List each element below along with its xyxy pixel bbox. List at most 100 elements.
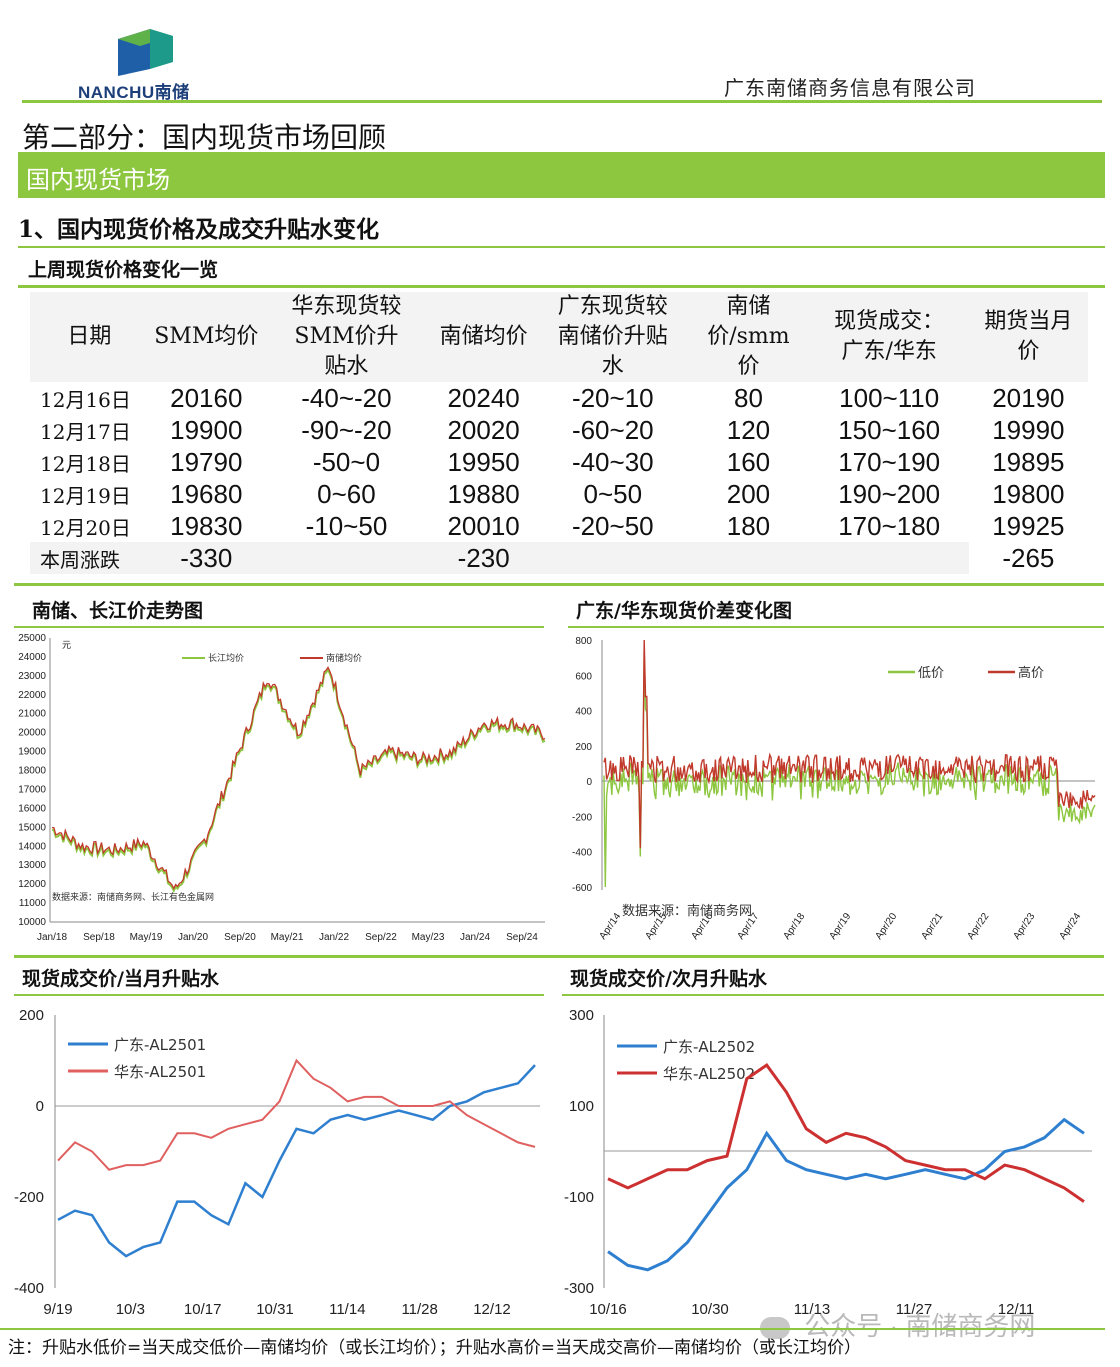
x-tick-label: 11/14 [329,1301,365,1318]
table-row: 12月16日 20160 -40~-20 20240 -20~10 80 100… [30,382,1088,414]
th-futures: 期货当月价 [984,309,1073,364]
cell: -20~50 [571,510,654,541]
cell: 20160 [170,382,243,413]
company-name: 广东南储商务信息有限公司 [724,78,976,100]
x-tick-label: May/21 [271,932,304,943]
th-smm: SMM均价 [154,324,259,349]
y-tick-label: 13000 [18,860,46,871]
watermark-text: 公众号 · 南储商务网 [804,1311,1036,1341]
y-tick-label: 25000 [18,633,46,644]
y-tick-label: 100 [569,1098,594,1115]
x-tick-label: May/23 [412,932,445,943]
chart4-title: 现货成交价/次月升贴水 [570,968,767,990]
cell: 160 [726,446,771,477]
cell-date: 12月20日 [40,515,131,540]
chart2-legend-low: 低价 [918,666,944,681]
chart3-title-rule [14,994,544,996]
cell-date: 12月19日 [40,483,131,508]
chart2-spread: 800 600 400 200 0 -200 -400 -600 低价 高价 数据来源：南储商… [572,636,1096,942]
cell: -40~-20 [301,382,392,413]
section-subtitle: 1、国内现货价格及成交升贴水变化 [18,216,380,243]
table-caption: 上周现货价格变化一览 [28,259,219,281]
cell: 20010 [447,510,520,541]
chart3-series-huadong [57,1058,536,1171]
chart-row-rule [14,955,1104,958]
y-tick-label: 17000 [18,784,46,795]
x-tick-label: Apr/14 [597,911,623,942]
cell: 20020 [447,414,520,445]
chart4-title-rule [562,994,1104,996]
logo: NANCHU南储 [78,14,218,102]
chart4-legend-guangdong: 广东-AL2502 [663,1038,755,1056]
chart1-legend-changjiang: 长江均价 [208,652,244,664]
x-tick-label: Sep/24 [506,932,538,943]
cell: -90~-20 [301,414,392,445]
header-rule [22,100,1102,103]
y-tick-label: 24000 [18,652,46,663]
y-tick-label: 200 [575,742,592,753]
y-tick-label: -100 [564,1189,594,1206]
x-tick-label: Apr/18 [781,911,807,942]
chart4-legend-huadong: 华东-AL2502 [663,1065,755,1083]
y-tick-label: 400 [575,707,592,718]
x-tick-label: Apr/22 [965,911,991,942]
chart1-source: 数据来源：南储商务网、长江有色金属网 [52,891,214,903]
cell: -60~20 [571,414,654,445]
x-tick-label: Apr/19 [827,911,853,942]
cell: -40~30 [571,446,654,477]
cell-date: 12月18日 [40,451,131,476]
cell-date: 12月16日 [40,387,131,412]
chart1-series-changjiang [51,667,546,893]
table-row: 12月18日 19790 -50~0 19950 -40~30 160 170~… [30,446,1088,478]
x-tick-label: Jan/24 [460,932,490,943]
th-ratio: 南储价/smm价 [707,294,790,379]
y-tick-label: 800 [575,636,592,647]
cell: 200 [726,478,771,509]
cell: 19680 [170,478,243,509]
chart2-series-high [603,639,1096,849]
th-date: 日期 [67,324,112,349]
footer-rule [0,1328,1105,1330]
y-tick-label: 11000 [19,898,47,909]
y-tick-label: 0 [586,777,592,788]
table-row: 12月17日 19900 -90~-20 20020 -60~20 120 15… [30,414,1088,446]
summary-row: 本周涨跌 -330 -230 -265 [30,542,1088,574]
y-tick-label: 12000 [18,879,46,890]
chart4-series-huadong [607,1063,1085,1203]
table-header-row: 日期 SMM均价 华东现货较SMM价升贴水 南储均价 广东现货较南储价升贴水 南… [30,292,1088,382]
table-bottom-rule [14,583,1104,586]
chart1-title: 南储、长江价走势图 [32,600,204,622]
y-tick-label: -600 [572,883,592,894]
x-tick-label: Sep/18 [83,932,115,943]
chart3-legend-guangdong: 广东-AL2501 [114,1036,206,1054]
cell-date: 12月17日 [40,419,131,444]
cell: 19880 [447,478,520,509]
cell: 0~50 [583,478,643,509]
summary-futures: -265 [968,542,1088,574]
table-row: 12月20日 19830 -10~50 20010 -20~50 180 170… [30,510,1088,542]
chart3-series-guangdong [57,1064,536,1258]
summary-label: 本周涨跌 [40,547,120,572]
x-tick-label: 11/28 [401,1301,437,1318]
x-tick-label: 10/3 [116,1301,145,1318]
x-tick-label: Apr/24 [1057,911,1083,942]
logo-mark [118,29,173,76]
chart2-legend-high: 高价 [1018,665,1044,681]
y-tick-label: 600 [575,671,592,682]
y-tick-label: 20000 [18,728,46,739]
x-tick-label: Apr/20 [873,911,899,942]
x-tick-label: Jan/20 [178,932,208,943]
cell: -10~50 [305,510,388,541]
x-tick-label: Sep/20 [224,932,256,943]
table-row: 12月19日 19680 0~60 19880 0~50 200 190~200… [30,478,1088,510]
logo-text: NANCHU南储 [78,83,190,102]
section-title: 第二部分：国内现货市场回顾 [22,121,387,154]
y-tick-label: -200 [14,1189,44,1206]
x-tick-label: Apr/23 [1011,911,1037,942]
x-tick-label: 11/13 [794,1301,830,1318]
x-tick-label: 10/30 [691,1301,729,1318]
x-tick-label: Jan/18 [37,932,67,943]
cell: 150~160 [838,414,941,445]
chart1-unit: 元 [62,640,71,650]
chart3-current-month-premium: 200 0 -200 -400 广东-AL2501 华东-AL2501 9/19 10/… [14,1007,540,1318]
